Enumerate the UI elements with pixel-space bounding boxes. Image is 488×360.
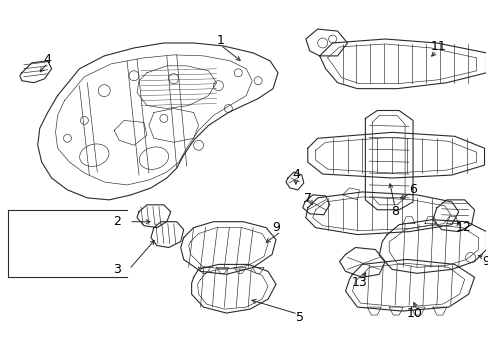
Text: 1: 1 xyxy=(216,35,224,48)
Text: 7: 7 xyxy=(303,192,311,205)
Text: 5: 5 xyxy=(295,311,303,324)
Text: 12: 12 xyxy=(455,221,470,234)
Text: 6: 6 xyxy=(408,184,416,197)
Text: 3: 3 xyxy=(113,263,121,276)
Text: 9: 9 xyxy=(482,255,488,268)
Text: 10: 10 xyxy=(406,307,422,320)
Text: 9: 9 xyxy=(271,221,280,234)
Text: 2: 2 xyxy=(113,215,121,228)
Text: 4: 4 xyxy=(291,167,299,181)
Text: 11: 11 xyxy=(430,40,446,53)
Text: 13: 13 xyxy=(351,276,366,289)
Text: 8: 8 xyxy=(390,205,398,218)
Text: 4: 4 xyxy=(43,53,52,66)
